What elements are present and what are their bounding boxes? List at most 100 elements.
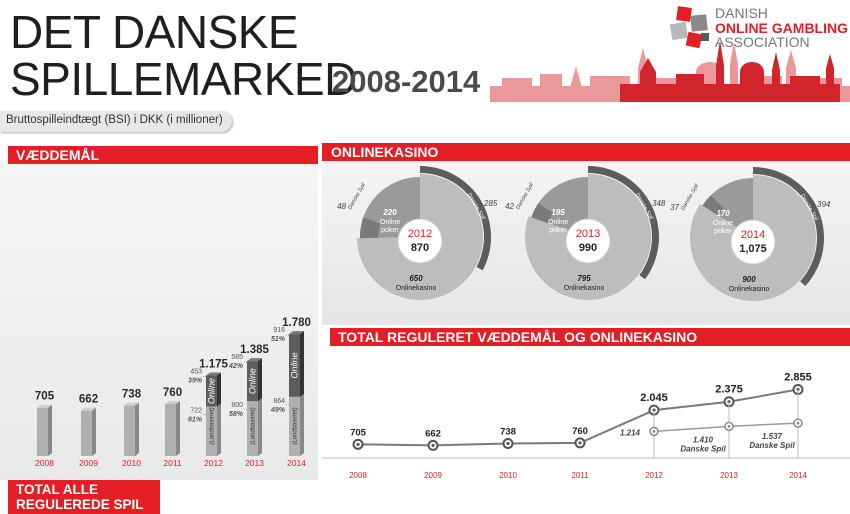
x-year-label: 2011 [571,471,589,480]
bar-landbaseret-value: 864 [273,398,285,405]
section-title-betting: VÆDDEMÅL [16,147,100,163]
total-point-label: 2.375 [715,384,743,396]
donut-year: 2014 [741,229,765,241]
bar-year-label: 2008 [35,458,54,468]
bar-side [258,398,262,456]
page-title-line1: DET DANSKE [10,6,299,58]
total-point-dot [506,441,510,446]
bar-online [289,334,300,397]
bar-top [289,331,304,335]
donut-total: 990 [579,242,597,254]
year-range: 2008-2014 [332,64,481,99]
bar-online [247,361,258,402]
bar-total-label: 1.385 [240,344,269,356]
poker-value: 170 [716,209,730,218]
bar-side [135,402,139,456]
casino-label: Onlinekasino [729,286,770,293]
bar-year-label: 2010 [122,458,141,468]
bar-landbaseret-value: 800 [231,402,243,409]
bar-landbaseret [289,396,300,456]
x-year-label: 2008 [349,471,367,480]
bar-top [247,358,262,362]
danske-spil-poker-wedge [702,195,724,216]
danske-spil-arc [753,167,824,287]
bar-landbaseret-pct: 49% [270,407,286,414]
donut-year: 2012 [408,228,432,240]
bar-year-label: 2013 [245,458,264,468]
section-title-total-regulated: TOTAL REGULERET VÆDDEMÅL OG ONLINEKASINO [338,329,698,345]
bar-top [165,400,180,404]
poker-value: 220 [382,208,397,217]
bar-online-label: Online [290,352,300,378]
bar-landbaseret [247,401,258,456]
x-year-label: 2013 [720,471,738,480]
danske-spil-poker-value: 48 [337,202,346,211]
donut-slice-online-poker [702,178,753,238]
casino-value: 900 [742,275,756,284]
bar-landbaseret [206,406,217,456]
x-year-label: 2012 [645,471,663,480]
poker-label-line1: Online [713,220,733,227]
danske-spil-value: 1.214 [620,428,641,437]
casino-value: 650 [409,274,423,283]
logo-text-danish: DANISH [715,5,768,21]
donut-slice-onlinekasino [525,174,651,300]
bar-landbaseret [165,403,176,456]
poker-label-line2: poker [381,227,399,234]
danske-spil-point-dot [727,424,731,428]
danske-spil-poker-label: Danske Spil [347,182,367,211]
betting-panel [0,160,318,480]
danske-spil-point-dot [652,429,656,433]
bar-side-online [300,331,304,397]
danske-spil-value: 348 [652,199,666,208]
doga-logo [669,6,709,49]
section-tag-total-all: TOTAL ALLE REGULEREDE SPIL [8,480,160,514]
bar-landbaseret-label: (Landbaseret) [293,407,299,444]
bar-year-label: 2012 [204,458,223,468]
donut-center [730,219,776,265]
donut-center [565,218,611,264]
total-point-label: 760 [572,426,588,437]
poker-label-line1: Online [548,219,568,226]
copenhagen-skyline-illustration [490,40,850,102]
bar-total-label: 1.175 [199,359,228,371]
danske-spil-point-dot [796,421,800,425]
bar-top [81,407,96,411]
bar-side-online [258,358,262,402]
danske-spil-value: 285 [483,199,498,208]
bar-online-value: 916 [273,327,285,334]
bar-year-label: 2009 [79,458,98,468]
bar-online-label: Online [248,368,258,394]
bar-side [48,404,52,456]
x-year-label: 2014 [789,471,807,480]
casino-value: 795 [577,274,591,283]
bar-landbaseret [124,405,135,456]
danske-spil-value: 1.537 [762,432,783,441]
bar-side [92,407,96,456]
bar-online-pct: 42% [228,363,244,370]
bar-side [300,393,304,456]
bar-online-value: 453 [190,369,202,376]
total-point-label: 2.045 [640,392,668,404]
line-panel-shadow [322,330,850,480]
bar-landbaseret-pct: 61% [188,417,203,424]
bar-total-label: 738 [122,388,142,400]
bar-landbaseret [37,407,48,456]
bar-online-pct: 39% [188,378,203,385]
poker-label-line1: Online [380,219,400,226]
donut-year: 2013 [576,228,600,240]
section-title-total-all-line2: REGULEREDE SPIL [16,497,144,512]
bar-total-label: 705 [35,391,55,403]
donut-slice-onlinekasino [357,174,483,300]
bar-landbaseret-pct: 58% [229,411,244,418]
danske-spil-arc [420,166,491,271]
casino-label: Onlinekasino [396,285,437,292]
danske-spil-poker-label: Danske Spil [515,182,535,211]
donut-total: 1,075 [739,243,767,255]
bar-online-label: Online [207,378,217,404]
subtitle-text: Bruttospilleindtægt (BSI) i DKK (i milli… [6,114,223,126]
total-point-dot [356,442,360,446]
section-tag-casino: ONLINEKASINO [322,143,850,161]
danske-spil-value: 1.410 [693,435,714,444]
total-point-label: 738 [500,426,516,437]
